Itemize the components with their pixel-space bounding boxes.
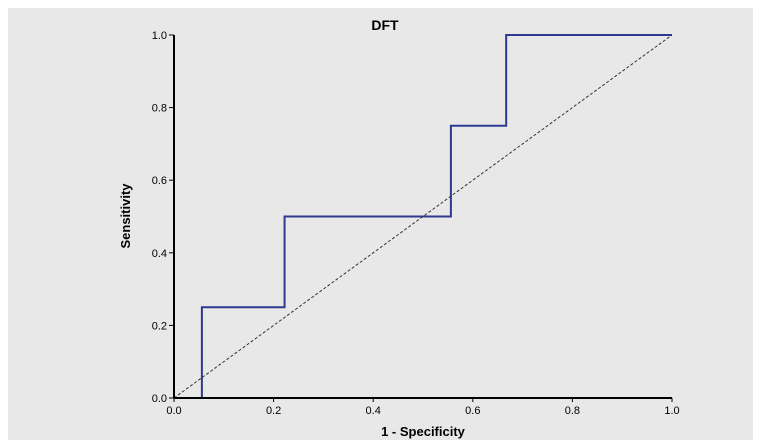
axes-layer: 0.0 0.2 0.4 0.6 0.8 1.0 0.0 0.2 0.4 0.6 0.8 1.0 bbox=[152, 30, 680, 417]
x-tick-label: 1.0 bbox=[664, 405, 679, 417]
y-tick-label: 0.6 bbox=[152, 175, 167, 187]
x-tick-label: 0.6 bbox=[465, 405, 480, 417]
chart-panel-background bbox=[8, 8, 753, 440]
x-tick-label: 0.4 bbox=[366, 405, 381, 417]
reference-diagonal-line bbox=[173, 34, 673, 399]
plot-area: 0.0 0.2 0.4 0.6 0.8 1.0 0.0 0.2 0.4 0.6 0.8 1.0 bbox=[152, 30, 680, 417]
y-tick-label: 0.8 bbox=[152, 103, 167, 115]
y-tick-label: 0.4 bbox=[152, 248, 167, 260]
y-tick-label: 1.0 bbox=[152, 30, 167, 42]
x-tick-label: 0.2 bbox=[266, 405, 281, 417]
x-axis-label: 1 - Specificity bbox=[381, 424, 466, 439]
y-tick-label: 0.2 bbox=[152, 320, 167, 332]
roc-curve-line bbox=[174, 34, 672, 399]
y-tick-label: 0.0 bbox=[152, 393, 167, 405]
chart-title: DFT bbox=[371, 17, 399, 33]
y-axis-label: Sensitivity bbox=[118, 183, 133, 249]
x-tick-label: 0.8 bbox=[565, 405, 580, 417]
x-tick-label: 0.0 bbox=[166, 405, 181, 417]
series-layer bbox=[173, 34, 673, 399]
